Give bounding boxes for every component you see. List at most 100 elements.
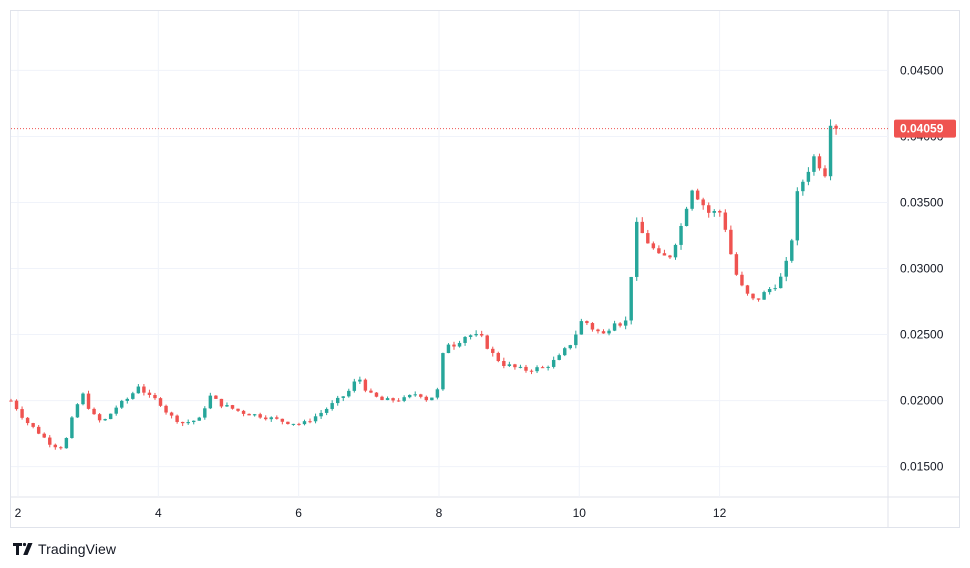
candle-up: [358, 379, 362, 382]
candle-up: [457, 342, 462, 347]
candle-down: [308, 421, 312, 423]
candle-down: [718, 211, 722, 213]
candle-down: [740, 274, 744, 286]
candle-up: [518, 366, 523, 368]
candle-down: [280, 418, 285, 422]
candle-up: [557, 355, 561, 360]
candle-up: [225, 405, 229, 407]
candle-down: [657, 248, 661, 254]
grid-layer: 0.01500 0.02000 0.02500 0.03000 0.03500 0.040…: [11, 11, 959, 527]
candle-down: [502, 361, 506, 366]
candle-up: [313, 416, 318, 422]
candle-up: [579, 321, 584, 335]
x-tick-label: 8: [436, 506, 443, 520]
candle-up: [413, 394, 417, 396]
candle-up: [430, 397, 434, 401]
candle-down: [756, 298, 761, 300]
candle-down: [180, 421, 185, 424]
candle-up: [795, 191, 800, 241]
candle-up: [75, 404, 80, 418]
candle-down: [236, 408, 240, 411]
y-tick-label: 0.02000: [900, 394, 944, 408]
candle-down: [640, 221, 644, 234]
candle-down: [286, 421, 290, 425]
candle-down: [396, 400, 401, 402]
candle-up: [131, 393, 135, 399]
candle-up: [407, 394, 412, 398]
candle-up: [762, 292, 766, 300]
candle-up: [690, 190, 694, 209]
candle-up: [551, 359, 556, 367]
candle-down: [219, 398, 224, 407]
candle-up: [812, 156, 816, 172]
candle-down: [662, 253, 667, 256]
candle-down: [529, 370, 534, 372]
candle-down: [646, 233, 650, 244]
candle-down: [275, 417, 279, 419]
candle-down: [9, 400, 13, 402]
candle-up: [435, 389, 440, 398]
candle-up: [673, 244, 678, 258]
candle-down: [142, 386, 146, 393]
candle-up: [635, 221, 639, 277]
candle-down: [230, 405, 235, 409]
candle-down: [31, 423, 35, 427]
candle-down: [590, 323, 595, 330]
candle-up: [574, 334, 578, 346]
candle-down: [86, 393, 91, 409]
candle-down: [695, 190, 700, 200]
candle-up: [568, 345, 573, 349]
candle-down: [834, 125, 838, 129]
candle-up: [114, 407, 118, 414]
candle-down: [158, 398, 163, 406]
candle-up: [208, 395, 213, 409]
candle-down: [707, 205, 711, 213]
y-tick-label: 0.03000: [900, 262, 944, 276]
candle-up: [103, 419, 107, 421]
candle-up: [468, 335, 473, 337]
candle-down: [817, 156, 822, 169]
x-tick-label: 6: [295, 506, 302, 520]
x-tick-label: 2: [15, 506, 22, 520]
candle-down: [585, 321, 589, 324]
candle-down: [169, 412, 174, 416]
candle-down: [258, 414, 262, 418]
candle-down: [391, 398, 395, 401]
candle-down: [164, 405, 168, 413]
tradingview-brand-label: TradingView: [38, 541, 117, 557]
candle-down: [363, 379, 368, 391]
candle-down: [729, 229, 733, 255]
x-tick-label: 12: [713, 506, 727, 520]
candle-up: [330, 403, 334, 409]
candle-down: [651, 243, 656, 249]
candle-down: [734, 254, 739, 275]
candle-down: [618, 323, 622, 326]
candle-up: [203, 408, 207, 418]
candle-up: [563, 348, 567, 356]
candle-down: [479, 333, 484, 336]
candle-up: [136, 386, 141, 394]
candle-up: [335, 397, 340, 404]
candle-up: [446, 344, 451, 354]
candle-down: [247, 413, 251, 416]
candle-up: [629, 276, 633, 321]
candle-up: [801, 181, 805, 192]
candle-down: [596, 329, 600, 332]
candle-down: [419, 394, 423, 397]
last-price-tag: [894, 119, 956, 138]
candle-down: [424, 396, 429, 401]
y-tick-label: 0.04500: [900, 63, 944, 77]
candle-down: [42, 433, 46, 438]
candle-up: [607, 330, 611, 334]
candle-down: [264, 417, 268, 420]
y-tick-label: 0.03500: [900, 195, 944, 209]
candle-down: [147, 392, 152, 395]
candle-up: [341, 396, 345, 398]
candle-up: [291, 423, 296, 425]
candle-down: [485, 335, 489, 349]
candle-up: [790, 240, 794, 261]
candle-down: [723, 212, 728, 230]
candle-up: [125, 398, 130, 401]
candle-up: [784, 260, 788, 277]
